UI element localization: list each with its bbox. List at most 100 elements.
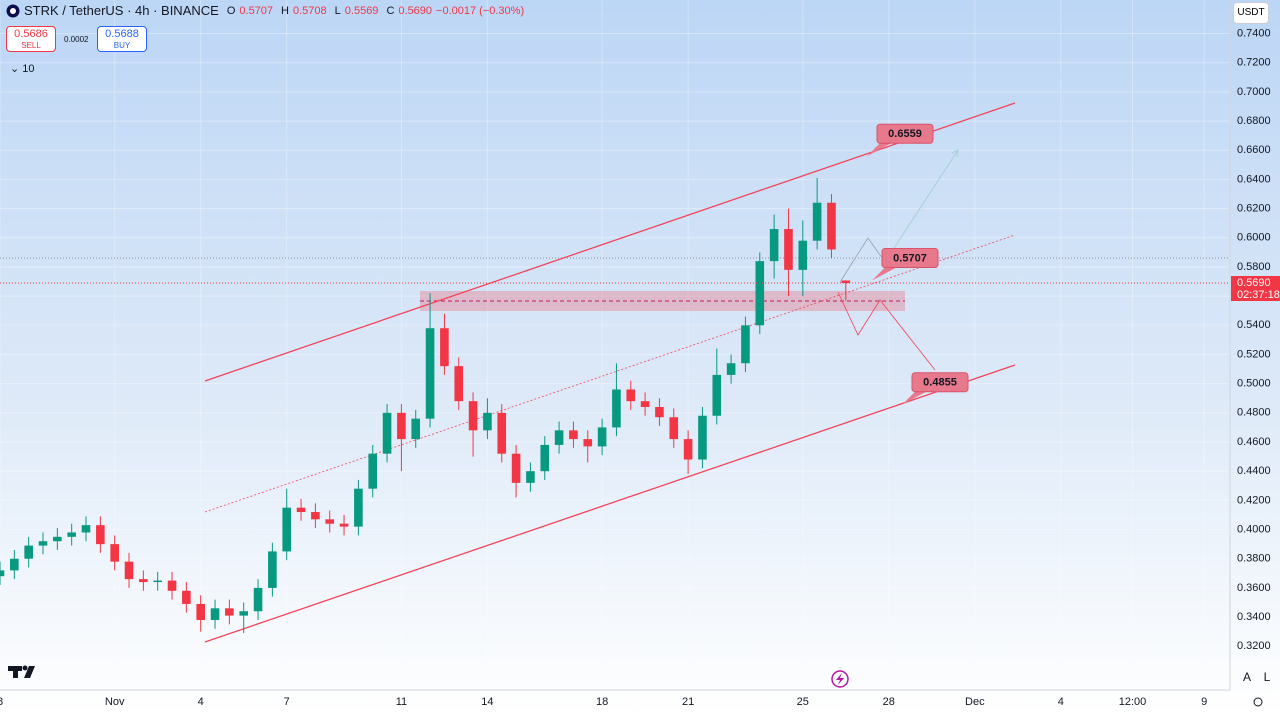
arrow-head — [951, 149, 959, 158]
candle-body — [10, 558, 19, 571]
y-tick-label: 0.6000 — [1237, 232, 1271, 244]
channel-lower — [204, 364, 1016, 643]
callout-box — [876, 123, 934, 144]
candle-body — [167, 580, 177, 591]
path-up-target — [884, 149, 959, 263]
last-price-box — [1231, 276, 1280, 302]
logo-part — [22, 665, 28, 671]
candle-body — [454, 366, 464, 402]
candle-body — [268, 551, 277, 588]
symbol-header: STRK / TetherUS · 4h · BINANCE O 0.5707 H… — [6, 3, 524, 18]
candle-body — [612, 389, 621, 428]
candle-body — [554, 430, 564, 445]
y-tick-label: 0.6600 — [1237, 144, 1271, 156]
y-tick-label: 0.5000 — [1237, 378, 1271, 390]
y-tick-label: 0.7400 — [1237, 27, 1271, 39]
sell-button[interactable]: 0.5686 SELL — [6, 26, 56, 52]
ohlc-value: 0.5569 — [344, 4, 379, 17]
y-tick-label: 0.5200 — [1237, 348, 1271, 360]
y-tick-label: 0.4600 — [1237, 436, 1271, 448]
candle-body — [640, 401, 650, 407]
x-tick-label: 4 — [198, 696, 204, 708]
y-tick-label: 0.7200 — [1237, 57, 1271, 69]
candle-body — [196, 603, 205, 620]
x-tick-label: 7 — [284, 696, 290, 708]
callout-pointer — [872, 266, 898, 281]
x-tick-label: 25 — [797, 696, 809, 708]
ohlc-key: H — [281, 4, 289, 17]
sell-price: 0.5686 — [14, 28, 48, 40]
channel-upper — [204, 102, 1016, 382]
countdown: 02:37:18 — [1237, 289, 1280, 301]
candle-body — [626, 389, 636, 402]
x-tick-label: Nov — [105, 696, 125, 708]
drawings — [0, 102, 1230, 643]
y-tick-label: 0.3200 — [1237, 640, 1271, 652]
candle-body — [726, 363, 736, 375]
callout-pointer — [867, 142, 893, 157]
candle-body — [24, 545, 33, 559]
candle-body — [311, 512, 320, 520]
y-tick-label: 0.3400 — [1237, 611, 1271, 623]
zone — [420, 291, 905, 311]
ohlc-value: 0.5690 — [398, 4, 433, 17]
candle-body — [569, 430, 578, 440]
path-up — [839, 237, 886, 283]
indicators-toggle[interactable]: ⌄ 10 — [10, 63, 35, 75]
symbol-logo — [6, 4, 20, 17]
buy-label: BUY — [113, 41, 131, 50]
x-tick-label: 21 — [682, 696, 694, 708]
x-tick-label: 18 — [596, 696, 608, 708]
settings-icon[interactable] — [1253, 697, 1263, 707]
candle-body — [325, 519, 335, 524]
candle-body — [81, 525, 91, 533]
candle-body — [96, 525, 105, 545]
y-tick-label: 0.6800 — [1237, 115, 1271, 127]
candle-body — [769, 229, 779, 262]
logo-part — [13, 666, 18, 678]
ohlc-key: C — [386, 4, 395, 17]
candle-body — [669, 417, 679, 440]
candle-body — [683, 439, 693, 460]
candle-body — [497, 412, 507, 454]
candle-body — [53, 536, 62, 542]
x-tick-label: 28 — [883, 696, 895, 708]
callout-label: 0.5707 — [893, 252, 927, 264]
candle-body — [282, 507, 292, 552]
tv-logo — [8, 665, 35, 678]
candle-body — [511, 453, 521, 483]
candle-body — [698, 415, 707, 460]
candle-body — [182, 590, 191, 604]
y-tick-label: 0.3800 — [1237, 553, 1271, 565]
symbol: STRK / TetherUS · 4h · BINANCE — [24, 3, 219, 18]
candle-body — [755, 261, 765, 326]
candle-body — [798, 240, 808, 270]
candle-body — [425, 328, 435, 419]
change: −0.0017 (−0.30%) — [436, 4, 525, 17]
candle-body — [468, 401, 478, 431]
buy-button[interactable]: 0.5688 BUY — [97, 26, 147, 52]
callout-pointer — [902, 390, 928, 405]
y-tick-label: 0.6200 — [1237, 203, 1271, 215]
candle-body — [67, 532, 76, 537]
candle-body — [296, 507, 306, 513]
candle-body — [597, 427, 607, 447]
log-scale[interactable]: L — [1263, 670, 1271, 684]
path-down — [837, 291, 936, 371]
auto-scale[interactable]: A — [1242, 670, 1251, 684]
bolt-icon — [836, 673, 844, 685]
channel-mid — [204, 234, 1016, 513]
x-tick-label: Dec — [965, 696, 985, 708]
indicator-count: 10 — [22, 63, 35, 75]
callout-label: 0.6559 — [888, 128, 922, 140]
currency-button[interactable]: USDT — [1233, 2, 1269, 24]
candle-body — [110, 544, 119, 562]
last-price-label: 0.5690 — [1237, 277, 1271, 289]
bolt-button[interactable] — [831, 670, 849, 688]
candle-body — [440, 328, 449, 367]
candle-body — [368, 453, 378, 489]
candle-body — [153, 580, 162, 583]
candle-body — [540, 444, 550, 472]
candle-body — [841, 280, 851, 284]
